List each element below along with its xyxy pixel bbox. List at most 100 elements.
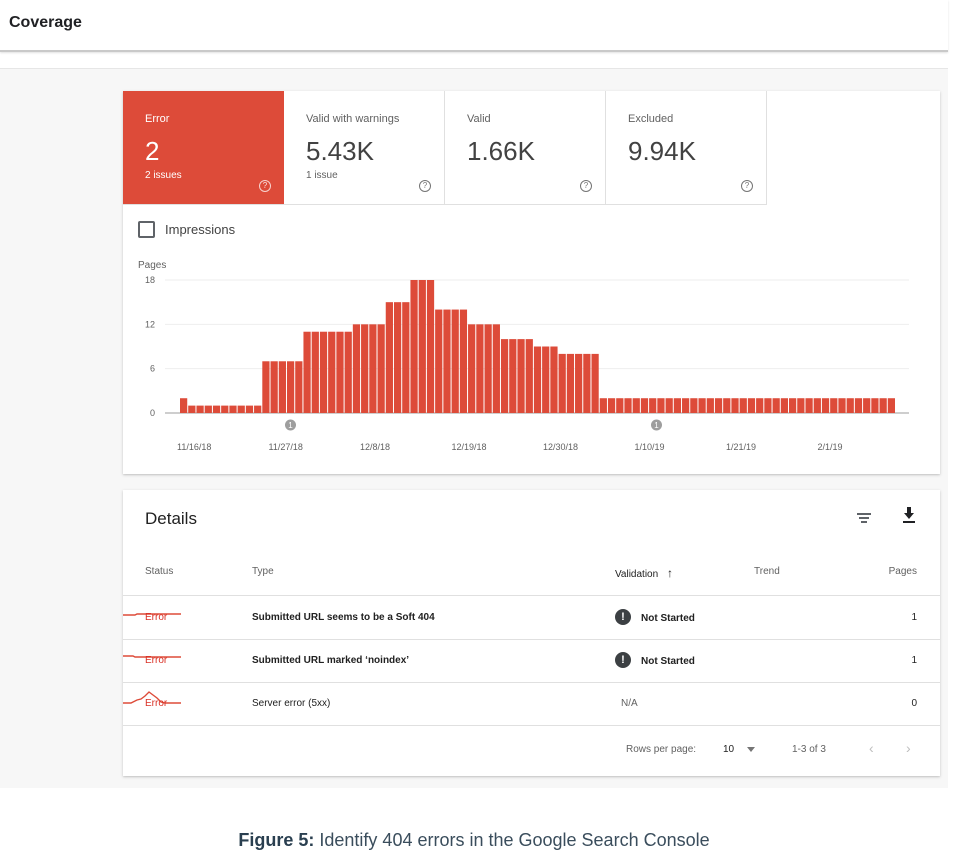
trend-sparkline — [123, 613, 181, 616]
chart-bar — [599, 398, 607, 413]
chart-bar — [657, 398, 665, 413]
tile-valid[interactable]: Valid 1.66K ? — [445, 91, 606, 205]
table-row[interactable]: Error Server error (5xx) N/A 0 — [123, 683, 940, 726]
x-tick-label: 2/1/19 — [818, 442, 843, 452]
chart-bar — [591, 353, 599, 413]
error-pages-chart: Pages 18 12 6 0 11/16/18 11/27/18 12/8/18 12/19/… — [138, 260, 909, 452]
chart-bar — [698, 398, 706, 413]
chart-bar — [204, 405, 212, 413]
column-validation[interactable]: Validation ↑ — [615, 566, 673, 580]
chart-bar — [188, 405, 196, 413]
chart-bar — [459, 309, 468, 413]
chart-bar — [393, 302, 402, 413]
chart-bar — [813, 398, 821, 413]
x-tick-label: 1/21/19 — [726, 442, 756, 452]
tile-valid-with-warnings[interactable]: Valid with warnings 5.43K 1 issue ? — [284, 91, 445, 205]
table-row[interactable]: Error Submitted URL marked ‘noindex’ ! N… — [123, 640, 940, 683]
chart-bar — [887, 398, 895, 413]
row-type: Submitted URL marked ‘noindex’ — [252, 655, 410, 666]
impressions-checkbox[interactable] — [138, 221, 155, 238]
y-tick-label: 0 — [150, 408, 155, 418]
chart-bar — [764, 398, 772, 413]
annotation-label: 1 — [654, 421, 659, 430]
chart-bar — [468, 324, 476, 413]
chart-annotation-marker[interactable]: 1 — [285, 419, 296, 431]
chart-bar — [352, 324, 361, 413]
impressions-toggle[interactable]: Impressions — [138, 221, 235, 238]
next-page-icon[interactable]: › — [906, 740, 911, 756]
details-card: Details Status Type Validation ↑ Trend P… — [123, 490, 940, 776]
details-title: Details — [145, 509, 197, 528]
chart-bar — [879, 398, 887, 413]
tile-value: 5.43K — [306, 136, 374, 166]
sort-arrow-icon[interactable]: ↑ — [666, 566, 673, 580]
tile-excluded[interactable]: Excluded 9.94K ? — [606, 91, 767, 205]
chart-bar — [871, 398, 879, 413]
caption-prefix: Figure 5: — [238, 830, 315, 850]
tile-subtext: 1 issue — [306, 170, 338, 181]
help-icon[interactable]: ? — [419, 180, 431, 192]
chart-bar — [180, 398, 188, 413]
chart-bar — [640, 398, 649, 413]
download-icon[interactable] — [901, 506, 917, 526]
column-status[interactable]: Status — [145, 566, 174, 577]
annotation-label: 1 — [288, 421, 293, 430]
help-icon[interactable]: ? — [259, 180, 271, 192]
row-validation-label: Not Started — [641, 656, 695, 667]
chart-bar — [509, 339, 517, 413]
row-validation-label: Not Started — [641, 613, 695, 624]
chart-bar — [665, 398, 673, 413]
chart-bar — [369, 324, 377, 413]
column-pages[interactable]: Pages — [888, 566, 917, 577]
chart-bar — [410, 280, 418, 413]
caption-text: Identify 404 errors in the Google Search… — [314, 830, 710, 850]
y-tick-label: 6 — [150, 364, 155, 374]
x-tick-label: 1/10/19 — [635, 442, 665, 452]
column-trend[interactable]: Trend — [754, 566, 780, 577]
tile-label: Error — [145, 113, 170, 125]
chart-bar — [402, 302, 410, 413]
filter-icon[interactable] — [857, 511, 875, 525]
chart-bar — [361, 324, 369, 413]
help-icon[interactable]: ? — [580, 180, 592, 192]
chart-bar — [780, 398, 789, 413]
chart-bar — [212, 405, 221, 413]
row-validation-label: N/A — [621, 698, 638, 709]
chart-annotation-marker[interactable]: 1 — [651, 419, 662, 431]
row-validation: N/A — [621, 698, 638, 709]
chart-bar — [278, 361, 286, 413]
tile-label: Excluded — [628, 113, 674, 125]
chart-bar — [286, 361, 295, 413]
chart-bar — [854, 398, 863, 413]
chart-bar — [418, 280, 426, 413]
previous-page-icon[interactable]: ‹ — [869, 740, 874, 756]
chart-bar — [344, 331, 352, 413]
chart-bar — [500, 339, 509, 413]
chart-bar — [542, 346, 550, 413]
page-range: 1-3 of 3 — [792, 744, 826, 755]
table-row[interactable]: Error Submitted URL seems to be a Soft 4… — [123, 597, 940, 640]
chart-bar — [484, 324, 492, 413]
chart-bar — [846, 398, 854, 413]
x-tick-label: 11/16/18 — [177, 442, 211, 452]
row-pages: 1 — [911, 655, 917, 666]
chart-bar — [682, 398, 690, 413]
chart-bar — [377, 324, 385, 413]
coverage-summary-card: Error 2 2 issues ? Valid with warnings 5… — [123, 91, 940, 474]
chart-bar — [566, 353, 575, 413]
help-icon[interactable]: ? — [741, 180, 753, 192]
row-pages: 0 — [911, 698, 917, 709]
chart-bar — [739, 398, 747, 413]
chart-bar — [830, 398, 838, 413]
x-tick-label: 12/30/18 — [543, 442, 578, 452]
tile-error[interactable]: Error 2 2 issues ? — [123, 91, 284, 205]
chart-bar — [451, 309, 459, 413]
chart-bar — [723, 398, 731, 413]
chart-bar — [328, 331, 336, 413]
rows-per-page-select[interactable]: 10 — [723, 744, 755, 755]
row-status: Error — [145, 612, 168, 623]
chart-bar — [319, 331, 328, 413]
rows-per-page-value: 10 — [723, 744, 735, 755]
chart-bar — [533, 346, 542, 413]
column-type[interactable]: Type — [252, 566, 274, 577]
